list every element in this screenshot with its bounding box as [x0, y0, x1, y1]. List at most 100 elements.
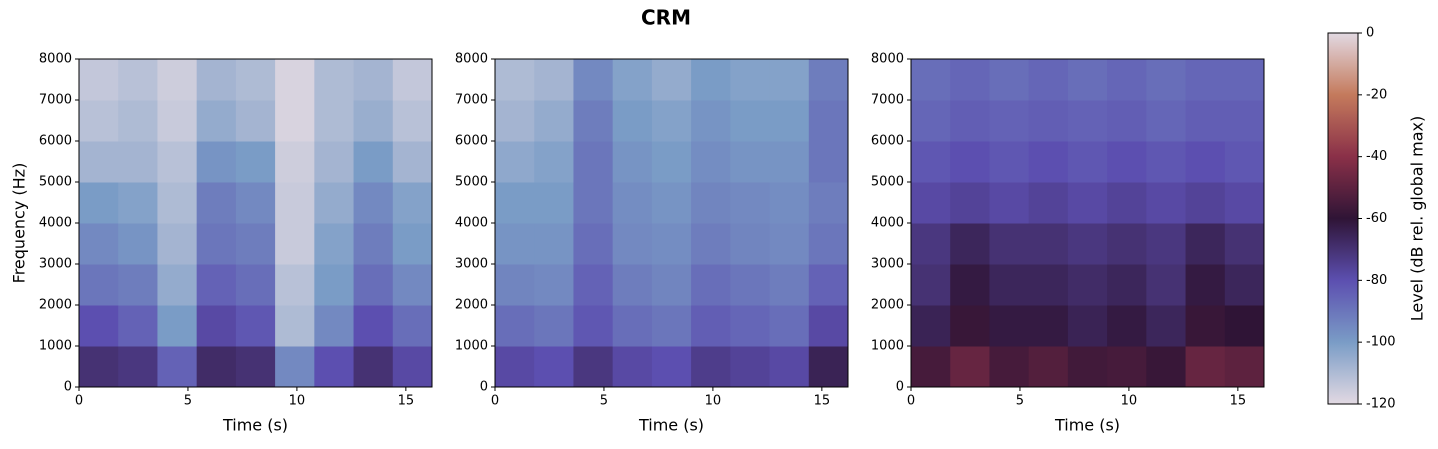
- heatmap-cell: [353, 346, 394, 388]
- heatmap-cell: [691, 59, 731, 101]
- heatmap-cell: [353, 141, 394, 183]
- y-tick-label: 4000: [871, 216, 904, 231]
- heatmap-cell: [989, 305, 1030, 347]
- colorbar-tick-label: -40: [1366, 149, 1387, 164]
- heatmap-cell: [1107, 346, 1147, 388]
- heatmap-cell: [730, 141, 771, 183]
- heatmap-cell: [808, 141, 849, 183]
- heatmap-cell: [118, 223, 158, 265]
- heatmap-cell: [989, 346, 1030, 388]
- heatmap-cell: [612, 223, 653, 265]
- heatmap-cell: [911, 141, 951, 183]
- heatmap-cell: [1107, 305, 1147, 347]
- y-tick-label: 5000: [39, 175, 72, 190]
- heatmap-cell: [911, 59, 951, 101]
- y-tick-label: 1000: [871, 339, 904, 354]
- heatmap-cell: [911, 346, 951, 388]
- heatmap-cell: [651, 264, 692, 306]
- heatmap-cell: [495, 305, 535, 347]
- heatmap-cell: [1146, 59, 1187, 101]
- x-tick-label: 0: [907, 394, 915, 409]
- heatmap-cell: [769, 346, 810, 388]
- heatmap-cell: [769, 141, 810, 183]
- heatmap-cell: [534, 223, 574, 265]
- heatmap-cell: [651, 305, 692, 347]
- heatmap-cell: [1107, 182, 1147, 224]
- heatmap-cell: [1067, 264, 1108, 306]
- heatmap-cell: [1185, 223, 1226, 265]
- heatmap-cell: [808, 59, 849, 101]
- colorbar-tick-label: -120: [1366, 397, 1396, 412]
- heatmap-cell: [1107, 264, 1147, 306]
- heatmap-cell: [235, 100, 276, 142]
- heatmap-cell: [1185, 305, 1226, 347]
- y-tick-label: 1000: [39, 339, 72, 354]
- heatmap-cell: [196, 141, 237, 183]
- heatmap-cell: [989, 141, 1030, 183]
- y-tick-label: 2000: [39, 298, 72, 313]
- heatmap-cell: [353, 59, 394, 101]
- heatmap-cell: [730, 223, 771, 265]
- x-axis-label: Time (s): [638, 416, 704, 435]
- heatmap-cell: [495, 223, 535, 265]
- heatmap-cell: [1185, 59, 1226, 101]
- x-tick-label: 5: [184, 394, 192, 409]
- heatmap-cell: [573, 223, 614, 265]
- heatmap-cell: [1028, 223, 1069, 265]
- x-tick-label: 0: [491, 394, 499, 409]
- heatmap-cell: [79, 346, 119, 388]
- heatmap-cell: [573, 182, 614, 224]
- heatmap-cell: [1224, 59, 1265, 101]
- heatmap-cell: [573, 305, 614, 347]
- heatmap-cell: [691, 182, 731, 224]
- y-tick-label: 2000: [455, 298, 488, 313]
- heatmap-cell: [353, 264, 394, 306]
- heatmap-cell: [1028, 59, 1069, 101]
- heatmap-cell: [118, 59, 158, 101]
- heatmap-cell: [1146, 100, 1187, 142]
- heatmap-cell: [157, 346, 198, 388]
- figure-title: CRM: [641, 6, 691, 30]
- heatmap-cell: [1067, 59, 1108, 101]
- heatmap-cell: [157, 59, 198, 101]
- heatmap-cell: [1107, 141, 1147, 183]
- heatmap-cell: [1146, 305, 1187, 347]
- heatmap-cell: [534, 305, 574, 347]
- heatmap-cell: [612, 264, 653, 306]
- heatmap-cell: [911, 182, 951, 224]
- heatmap-cell: [1224, 100, 1265, 142]
- heatmap-cell: [314, 305, 355, 347]
- heatmap-cell: [612, 305, 653, 347]
- heatmap-cell: [118, 264, 158, 306]
- heatmap-cell: [196, 100, 237, 142]
- x-tick-label: 10: [705, 394, 722, 409]
- heatmap-cell: [769, 100, 810, 142]
- heatmap-cell: [157, 100, 198, 142]
- colorbar-tick-label: -80: [1366, 273, 1387, 288]
- y-axis-label: Frequency (Hz): [10, 163, 29, 284]
- heatmap-cell: [612, 182, 653, 224]
- heatmap-cell: [1067, 100, 1108, 142]
- heatmap-cell: [769, 59, 810, 101]
- x-tick-label: 5: [600, 394, 608, 409]
- heatmap-cell: [392, 141, 433, 183]
- heatmap-cell: [196, 223, 237, 265]
- heatmap-cell: [196, 264, 237, 306]
- heatmap-cell: [235, 305, 276, 347]
- heatmap-cell: [79, 264, 119, 306]
- heatmap-cell: [534, 346, 574, 388]
- x-tick-label: 15: [398, 394, 415, 409]
- heatmap-cell: [691, 100, 731, 142]
- heatmap-cell: [275, 59, 315, 101]
- y-tick-label: 6000: [39, 134, 72, 149]
- heatmap-cell: [1028, 100, 1069, 142]
- heatmap-cell: [1146, 264, 1187, 306]
- x-tick-label: 10: [289, 394, 306, 409]
- heatmap-cell: [911, 100, 951, 142]
- heatmap-cell: [235, 59, 276, 101]
- heatmap-cell: [353, 223, 394, 265]
- heatmap-cell: [157, 305, 198, 347]
- y-tick-label: 6000: [455, 134, 488, 149]
- colorbar-tick-label: -60: [1366, 211, 1387, 226]
- heatmap-cell: [911, 264, 951, 306]
